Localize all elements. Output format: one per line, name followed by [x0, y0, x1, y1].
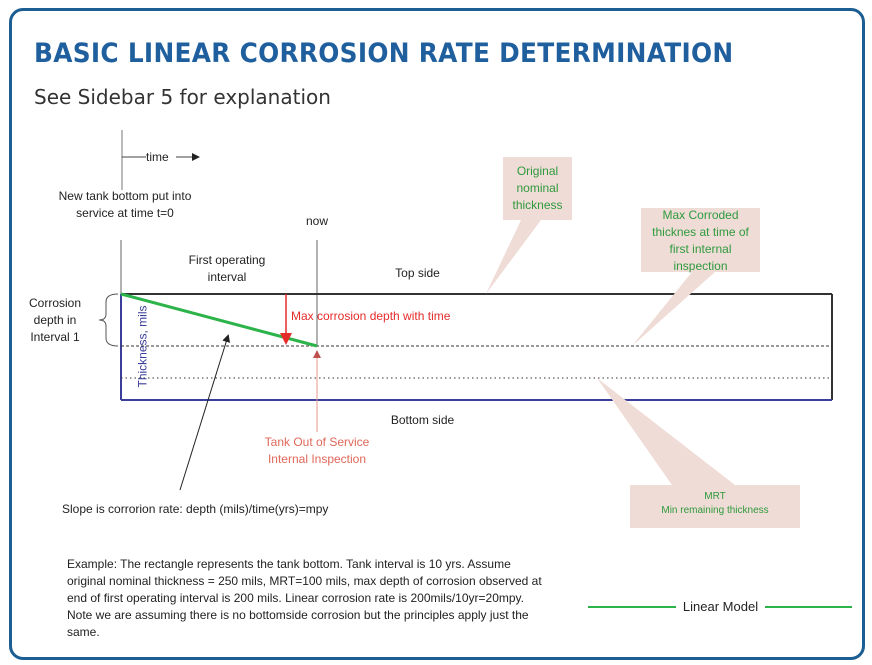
- page-subtitle: See Sidebar 5 for explanation: [34, 85, 331, 109]
- slope-label: Slope is corrorion rate: depth (mils)/ti…: [62, 502, 329, 516]
- callout-max-corroded-box: [632, 208, 760, 346]
- callout-original-box: [486, 157, 572, 294]
- legend-linear-model: Linear Model: [682, 599, 759, 614]
- thickness-axis-label: Thickness, mils: [135, 305, 150, 388]
- page-title: BASIC LINEAR CORROSION RATE DETERMINATIO…: [34, 38, 734, 69]
- time-label: time: [146, 150, 169, 164]
- example-text: Example: The rectangle represents the ta…: [67, 557, 542, 639]
- start-label: New tank bottom put into service at time…: [58, 189, 192, 220]
- callout-mrt-box: [597, 378, 800, 528]
- max-depth-label: Max corrosion depth with time: [291, 309, 451, 323]
- tank-out-label: Tank Out of Service Internal Inspection: [264, 435, 370, 466]
- interval-label: First operating interval: [188, 253, 266, 284]
- slope-arrow: [179, 334, 231, 491]
- now-label: now: [305, 214, 328, 228]
- callout-mrt-subtitle: Min remaining thickness: [661, 505, 769, 516]
- bottom-side-label: Bottom side: [390, 413, 455, 427]
- top-side-label: Top side: [395, 266, 440, 280]
- callout-original-text: Original nominal thickness: [512, 164, 563, 212]
- callout-max-corroded-text: Max Corroded thicknes at time of first i…: [652, 208, 749, 273]
- callout-mrt-title: MRT: [704, 491, 726, 502]
- corrosion-brace: [98, 293, 119, 347]
- corrosion-depth-label: Corrosion depth in Interval 1: [28, 296, 82, 344]
- panel-frame: [9, 8, 865, 660]
